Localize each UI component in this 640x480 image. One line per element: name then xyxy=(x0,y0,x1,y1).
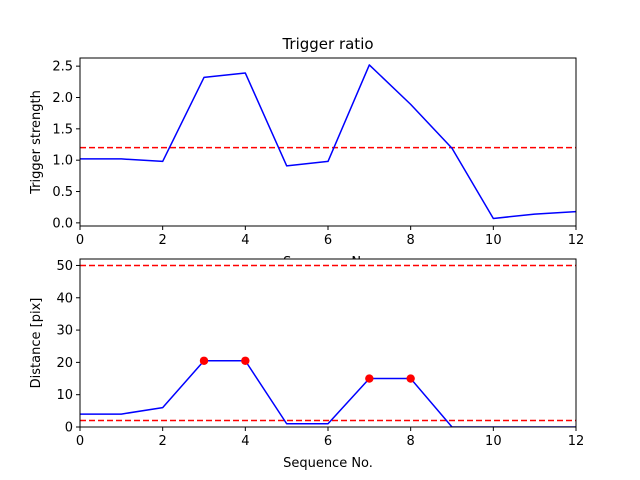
x-tick-label: 10 xyxy=(485,233,502,248)
x-tick-label: 10 xyxy=(485,434,502,449)
x-tick-label: 0 xyxy=(76,233,84,248)
x-tick-label: 4 xyxy=(241,434,249,449)
y-tick-label: 0 xyxy=(65,421,73,436)
chart-title: Trigger ratio xyxy=(281,35,373,53)
y-tick-label: 40 xyxy=(56,291,73,306)
red-marker-point xyxy=(241,356,250,365)
y-tick-label: 1.5 xyxy=(52,122,73,137)
y-tick-label: 2.5 xyxy=(52,60,73,75)
series-line-0 xyxy=(80,360,576,427)
x-tick-label: 0 xyxy=(76,434,84,449)
x-tick-label: 2 xyxy=(159,434,167,449)
y-tick-label: 0.0 xyxy=(52,216,73,231)
x-tick-label: 2 xyxy=(159,233,167,248)
x-tick-label: 12 xyxy=(568,233,585,248)
y-axis-label: Distance [pix] xyxy=(29,298,44,389)
distance-plot: 0 2 4 6 8 10 12 0 10 20 30 40 50 Sequence No. Distance… xyxy=(29,258,585,471)
x-tick-label: 6 xyxy=(324,434,332,449)
y-tick-label: 1.0 xyxy=(52,154,73,169)
red-marker-point xyxy=(365,374,374,383)
axes-background xyxy=(80,259,576,427)
y-tick-label: 30 xyxy=(56,324,73,339)
x-tick-label: 12 xyxy=(568,434,585,449)
y-tick-label: 10 xyxy=(56,388,73,403)
x-tick-label: 4 xyxy=(241,233,249,248)
y-axis-label: Trigger strength xyxy=(29,90,44,195)
y-tick-label: 2.0 xyxy=(52,91,73,106)
y-tick-label: 50 xyxy=(56,259,73,274)
x-tick-label: 8 xyxy=(407,434,415,449)
x-axis-label: Sequence No. xyxy=(283,456,373,471)
y-tick-label: 20 xyxy=(56,356,73,371)
red-marker-point xyxy=(199,356,209,365)
y-tick-label: 0.5 xyxy=(52,185,73,200)
series-line-0 xyxy=(80,64,576,220)
x-tick-label: 6 xyxy=(324,233,332,248)
x-tick-label: 8 xyxy=(407,233,415,248)
red-marker-point xyxy=(406,374,415,383)
